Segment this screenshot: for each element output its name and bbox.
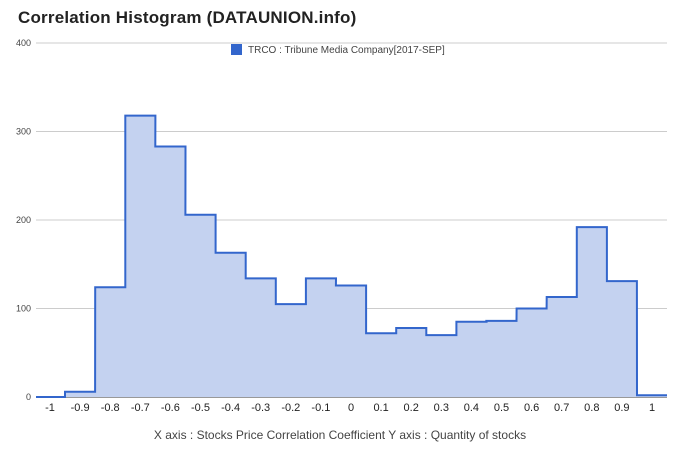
histogram-bin: [637, 395, 667, 397]
x-tick-label: 0.4: [464, 402, 479, 414]
histogram-bin: [246, 278, 276, 397]
x-axis-ticks: -1 -0.9 -0.8 -0.7 -0.6 -0.5 -0.4 -0.3 -0.2 -0.1 0 0…: [45, 402, 655, 414]
x-tick-label: -0.2: [281, 402, 300, 414]
histogram-bin: [396, 328, 426, 397]
histogram-bin: [426, 335, 456, 397]
x-tick-label: -0.1: [311, 402, 330, 414]
histogram-bin: [276, 304, 306, 397]
y-tick-label: 400: [16, 38, 31, 48]
chart-title: Correlation Histogram (DATAUNION.info): [18, 8, 357, 27]
histogram-bin: [577, 227, 607, 397]
x-tick-label: 0.6: [524, 402, 539, 414]
x-tick-label: 0.1: [373, 402, 388, 414]
histogram-bin: [185, 215, 215, 397]
x-tick-label: -0.6: [161, 402, 180, 414]
histogram-bin: [517, 309, 547, 398]
x-tick-label: 0.2: [404, 402, 419, 414]
x-tick-label: -0.8: [101, 402, 120, 414]
histogram-bin: [306, 278, 336, 397]
legend-label: TRCO : Tribune Media Company[2017-SEP]: [248, 45, 445, 56]
x-tick-label: 0: [348, 402, 354, 414]
x-tick-label: 0.3: [434, 402, 449, 414]
histogram-bin: [607, 281, 637, 397]
histogram-bin: [456, 322, 486, 397]
x-tick-label: 0.8: [584, 402, 599, 414]
histogram-bin: [336, 285, 366, 397]
x-tick-label: 0.9: [614, 402, 629, 414]
x-tick-label: -1: [45, 402, 55, 414]
histogram-bin: [65, 392, 95, 397]
series-line: [36, 114, 667, 398]
x-tick-label: -0.5: [191, 402, 210, 414]
histogram-bin: [486, 321, 516, 397]
y-tick-label: 200: [16, 215, 31, 225]
x-tick-label: -0.4: [221, 402, 240, 414]
x-tick-label: 0.7: [554, 402, 569, 414]
x-tick-label: -0.9: [71, 402, 90, 414]
histogram-bin: [366, 333, 396, 397]
histogram-bin: [216, 253, 246, 397]
x-tick-label: 0.5: [494, 402, 509, 414]
x-tick-label: 1: [649, 402, 655, 414]
legend-swatch: [231, 44, 242, 55]
x-tick-label: -0.7: [131, 402, 150, 414]
series-area: [36, 114, 667, 398]
legend: TRCO : Tribune Media Company[2017-SEP]: [231, 44, 445, 56]
x-tick-label: -0.3: [251, 402, 270, 414]
y-tick-label: 300: [16, 127, 31, 137]
series-area-fill: [36, 115, 667, 397]
histogram-bin: [95, 287, 125, 397]
y-tick-label: 0: [26, 392, 31, 402]
histogram-bin: [547, 297, 577, 397]
y-axis-ticks: 0 100 200 300 400: [16, 38, 31, 402]
y-tick-label: 100: [16, 304, 31, 314]
histogram-bin: [125, 116, 155, 397]
histogram-bin: [155, 147, 185, 397]
x-axis-title: X axis : Stocks Price Correlation Coeffi…: [153, 428, 527, 442]
